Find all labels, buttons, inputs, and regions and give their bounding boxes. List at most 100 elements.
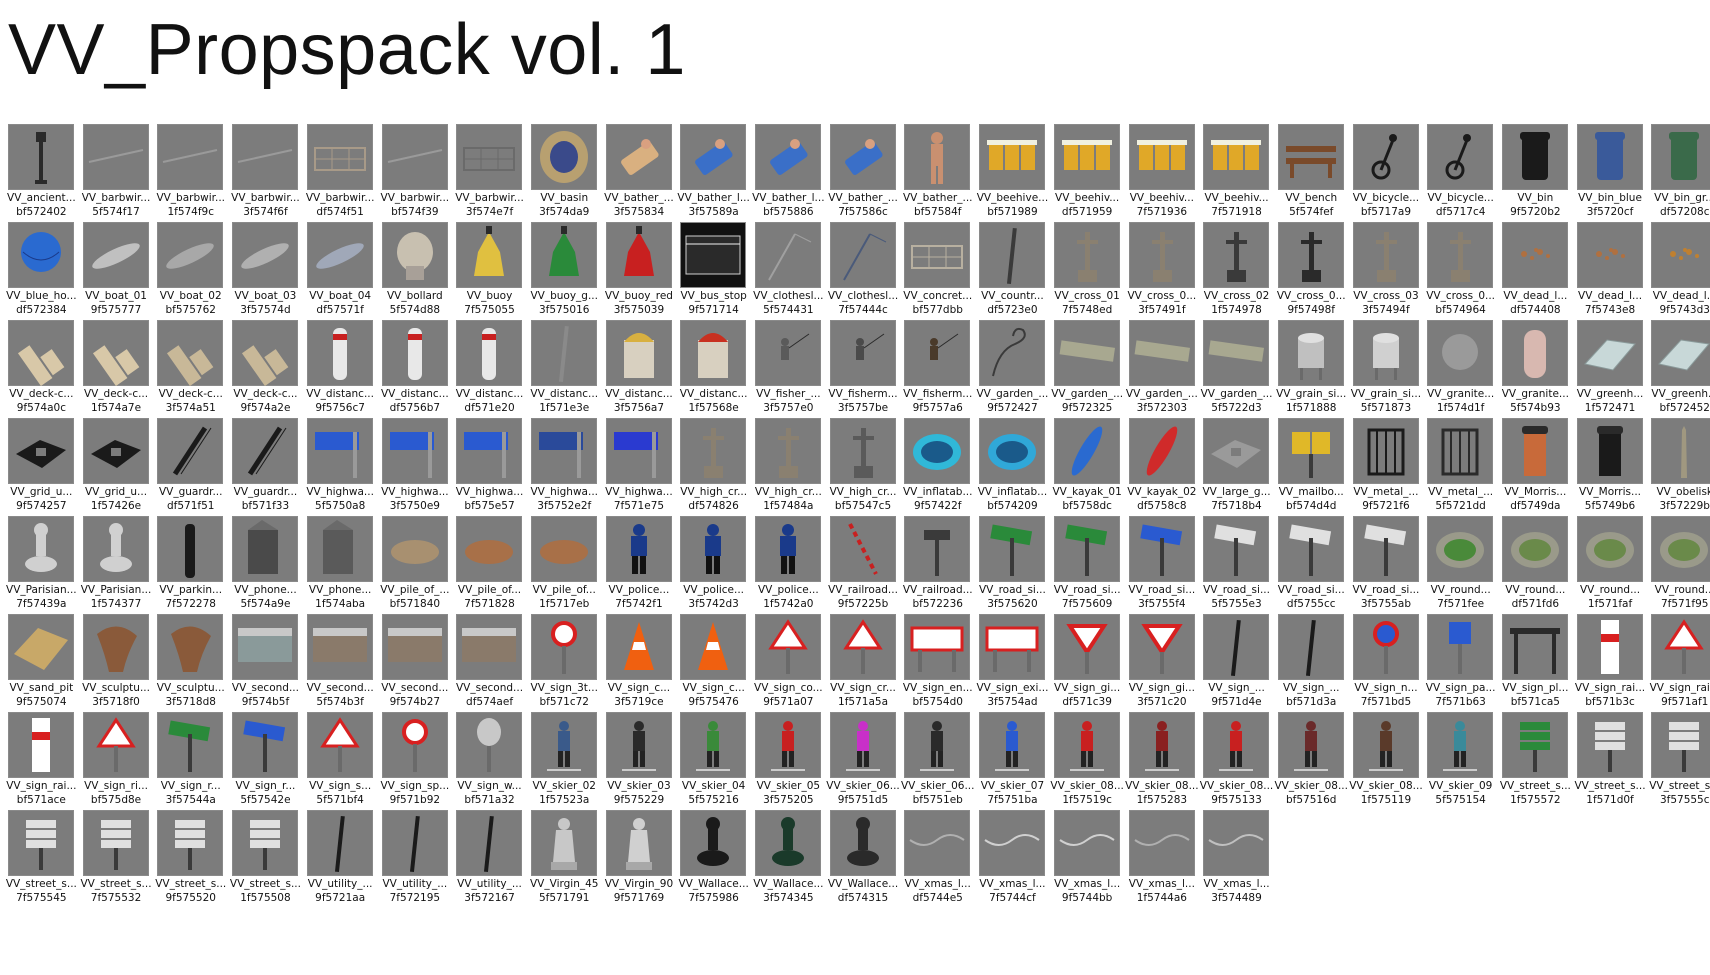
asset-tile[interactable]: VV_sign_cr... 1f571a5a — [826, 611, 901, 713]
asset-tile[interactable]: VV_bicycle... bf5717a9 — [1349, 121, 1424, 223]
asset-tile[interactable]: VV_deck-c... 9f574a2e — [228, 317, 303, 419]
asset-tile[interactable]: VV_road_si... 7f575609 — [1050, 513, 1125, 615]
asset-tile[interactable]: VV_second... df574aef — [452, 611, 527, 713]
asset-tile[interactable]: VV_sign_r... 5f57542e — [228, 709, 303, 811]
asset-tile[interactable]: VV_buoy 7f575055 — [452, 219, 527, 321]
asset-tile[interactable]: VV_second... 5f574b3f — [303, 611, 378, 713]
asset-tile[interactable]: VV_skier_09 5f575154 — [1423, 709, 1498, 811]
asset-tile[interactable]: VV_street_s... 1f575572 — [1498, 709, 1573, 811]
asset-tile[interactable]: VV_countr... df5723e0 — [975, 219, 1050, 321]
asset-tile[interactable]: VV_mailbo... bf574d4d — [1274, 415, 1349, 517]
asset-tile[interactable]: VV_utility_... 9f5721aa — [303, 807, 378, 909]
asset-tile[interactable]: VV_xmas_l... 9f5744bb — [1050, 807, 1125, 909]
asset-tile[interactable]: VV_xmas_l... 7f5744cf — [975, 807, 1050, 909]
asset-tile[interactable]: VV_bather_... 3f575834 — [602, 121, 677, 223]
asset-tile[interactable]: VV_barbwir... 5f574f17 — [79, 121, 154, 223]
asset-tile[interactable]: VV_xmas_l... 1f5744a6 — [1125, 807, 1200, 909]
asset-tile[interactable]: VV_barbwir... df574f51 — [303, 121, 378, 223]
asset-tile[interactable]: VV_sign_gi... 3f571c20 — [1125, 611, 1200, 713]
asset-tile[interactable]: VV_road_si... 5f5755e3 — [1199, 513, 1274, 615]
asset-tile[interactable]: VV_pile_of... 1f5717eb — [527, 513, 602, 615]
asset-tile[interactable]: VV_round... 1f571faf — [1573, 513, 1648, 615]
asset-tile[interactable]: VV_barbwir... 3f574f6f — [228, 121, 303, 223]
asset-tile[interactable]: VV_skier_04 5f575216 — [676, 709, 751, 811]
asset-tile[interactable]: VV_skier_06... bf5751eb — [900, 709, 975, 811]
asset-tile[interactable]: VV_bench 5f574fef — [1274, 121, 1349, 223]
asset-tile[interactable]: VV_skier_08... 1f575283 — [1125, 709, 1200, 811]
asset-tile[interactable]: VV_railroad... bf572236 — [900, 513, 975, 615]
asset-tile[interactable]: VV_concret... bf577dbb — [900, 219, 975, 321]
asset-tile[interactable]: VV_police... 7f5742f1 — [602, 513, 677, 615]
asset-tile[interactable]: VV_street_s... 9f575520 — [153, 807, 228, 909]
asset-tile[interactable]: VV_highwa... bf575e57 — [452, 415, 527, 517]
asset-tile[interactable]: VV_barbwir... bf574f39 — [378, 121, 453, 223]
asset-tile[interactable]: VV_sign_... 9f571d4e — [1199, 611, 1274, 713]
asset-tile[interactable]: VV_sign_rai... bf571ace — [4, 709, 79, 811]
asset-tile[interactable]: VV_highwa... 5f5750a8 — [303, 415, 378, 517]
asset-tile[interactable]: VV_skier_02 1f57523a — [527, 709, 602, 811]
asset-tile[interactable]: VV_sign_sp... 9f571b92 — [378, 709, 453, 811]
asset-tile[interactable]: VV_sign_en... bf5754d0 — [900, 611, 975, 713]
asset-tile[interactable]: VV_sign_c... 3f5719ce — [602, 611, 677, 713]
asset-tile[interactable]: VV_distanc... 1f57568e — [676, 317, 751, 419]
asset-tile[interactable]: VV_sign_pa... 7f571b63 — [1423, 611, 1498, 713]
asset-tile[interactable]: VV_highwa... 7f571e75 — [602, 415, 677, 517]
asset-tile[interactable]: VV_sign_gi... df571c39 — [1050, 611, 1125, 713]
asset-tile[interactable]: VV_sign_c... 9f575476 — [676, 611, 751, 713]
asset-tile[interactable]: VV_bin_blue 3f5720cf — [1573, 121, 1648, 223]
asset-tile[interactable]: VV_sculptu... 3f5718f0 — [79, 611, 154, 713]
asset-tile[interactable]: VV_cross_0... 3f57491f — [1125, 219, 1200, 321]
asset-tile[interactable]: VV_sign_n... 7f571bd5 — [1349, 611, 1424, 713]
asset-tile[interactable]: VV_Wallace... 7f575986 — [676, 807, 751, 909]
asset-tile[interactable]: VV_inflatab... 9f57422f — [900, 415, 975, 517]
asset-tile[interactable]: VV_bather_l... bf575886 — [751, 121, 826, 223]
asset-tile[interactable]: VV_buoy_red 3f575039 — [602, 219, 677, 321]
asset-tile[interactable]: VV_pile_of_... bf571840 — [378, 513, 453, 615]
asset-tile[interactable]: VV_fisherm... 3f5757be — [826, 317, 901, 419]
asset-tile[interactable]: VV_second... 9f574b5f — [228, 611, 303, 713]
asset-tile[interactable]: VV_distanc... 9f5756c7 — [303, 317, 378, 419]
asset-tile[interactable]: VV_grid_u... 9f574257 — [4, 415, 79, 517]
asset-tile[interactable]: VV_basin 3f574da9 — [527, 121, 602, 223]
asset-tile[interactable]: VV_ancient... bf572402 — [4, 121, 79, 223]
asset-tile[interactable]: VV_large_g... 7f5718b4 — [1199, 415, 1274, 517]
asset-tile[interactable]: VV_road_si... 3f5755ab — [1349, 513, 1424, 615]
asset-tile[interactable]: VV_cross_02 1f574978 — [1199, 219, 1274, 321]
asset-tile[interactable]: VV_metal_... 9f5721f6 — [1349, 415, 1424, 517]
asset-tile[interactable]: VV_xmas_l... 3f574489 — [1199, 807, 1274, 909]
asset-tile[interactable]: VV_bollard 5f574d88 — [378, 219, 453, 321]
asset-tile[interactable]: VV_boat_03 3f57574d — [228, 219, 303, 321]
asset-tile[interactable]: VV_obelisk 3f57229b — [1647, 415, 1710, 517]
asset-tile[interactable]: VV_Parisian... 7f57439a — [4, 513, 79, 615]
asset-tile[interactable]: VV_granite... 1f574d1f — [1423, 317, 1498, 419]
asset-tile[interactable]: VV_cross_03 3f57494f — [1349, 219, 1424, 321]
asset-tile[interactable]: VV_bin_gr... df57208c — [1647, 121, 1710, 223]
asset-tile[interactable]: VV_distanc... df5756b7 — [378, 317, 453, 419]
asset-tile[interactable]: VV_skier_08... bf57516d — [1274, 709, 1349, 811]
asset-tile[interactable]: VV_skier_03 9f575229 — [602, 709, 677, 811]
asset-tile[interactable]: VV_distanc... 1f571e3e — [527, 317, 602, 419]
asset-tile[interactable]: VV_parkin... 7f572278 — [153, 513, 228, 615]
asset-tile[interactable]: VV_pile_of... 7f571828 — [452, 513, 527, 615]
asset-tile[interactable]: VV_barbwir... 1f574f9c — [153, 121, 228, 223]
asset-tile[interactable]: VV_sign_exi... 3f5754ad — [975, 611, 1050, 713]
asset-tile[interactable]: VV_fisherm... 9f5757a6 — [900, 317, 975, 419]
asset-tile[interactable]: VV_phone... 5f574a9e — [228, 513, 303, 615]
asset-tile[interactable]: VV_sign_3t... bf571c72 — [527, 611, 602, 713]
asset-tile[interactable]: VV_fisher_... 3f5757e0 — [751, 317, 826, 419]
asset-tile[interactable]: VV_Wallace... 3f574345 — [751, 807, 826, 909]
asset-tile[interactable]: VV_grain_si... 5f571873 — [1349, 317, 1424, 419]
asset-tile[interactable]: VV_road_si... 3f5755f4 — [1125, 513, 1200, 615]
asset-tile[interactable]: VV_beehiv... 7f571918 — [1199, 121, 1274, 223]
asset-tile[interactable]: VV_utility_... 7f572195 — [378, 807, 453, 909]
asset-tile[interactable]: VV_garden_... 5f5722d3 — [1199, 317, 1274, 419]
asset-tile[interactable]: VV_beehiv... 7f571936 — [1125, 121, 1200, 223]
asset-tile[interactable]: VV_cross_0... 9f57498f — [1274, 219, 1349, 321]
asset-tile[interactable]: VV_round... 7f571fee — [1423, 513, 1498, 615]
asset-tile[interactable]: VV_round... df571fd6 — [1498, 513, 1573, 615]
asset-tile[interactable]: VV_sign_rai... 9f571af1 — [1647, 611, 1710, 713]
asset-tile[interactable]: VV_bin 9f5720b2 — [1498, 121, 1573, 223]
asset-tile[interactable]: VV_sign_pl... bf571ca5 — [1498, 611, 1573, 713]
asset-tile[interactable]: VV_sign_w... bf571a32 — [452, 709, 527, 811]
asset-tile[interactable]: VV_barbwir... 3f574e7f — [452, 121, 527, 223]
